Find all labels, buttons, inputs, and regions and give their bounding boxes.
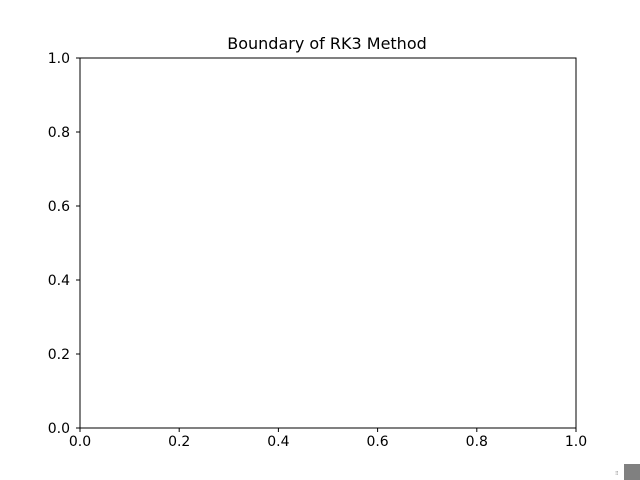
chart-title: Boundary of RK3 Method [227,34,427,53]
x-tick-label: 0.6 [366,434,388,450]
x-tick-label: 1.0 [565,434,587,450]
x-tick-label: 0.4 [267,434,289,450]
plot-area [79,57,577,429]
x-tick-label: 0.8 [466,434,488,450]
window-resize-handle[interactable] [624,464,640,480]
y-tick-label: 0.6 [48,199,70,215]
y-tick-label: 0.4 [48,273,70,289]
x-tick-label: 0.2 [168,434,190,450]
y-tick-label: 1.0 [48,51,70,67]
x-axis: 0.0 0.2 0.4 0.6 0.8 1.0 [69,428,587,450]
y-tick-label: 0.2 [48,347,70,363]
y-axis: 0.0 0.2 0.4 0.6 0.8 1.0 [48,51,80,437]
x-tick-label: 0.0 [69,434,91,450]
corner-indicator: ⠿ [615,471,619,477]
y-tick-label: 0.8 [48,125,70,141]
y-tick-label: 0.0 [48,421,70,437]
